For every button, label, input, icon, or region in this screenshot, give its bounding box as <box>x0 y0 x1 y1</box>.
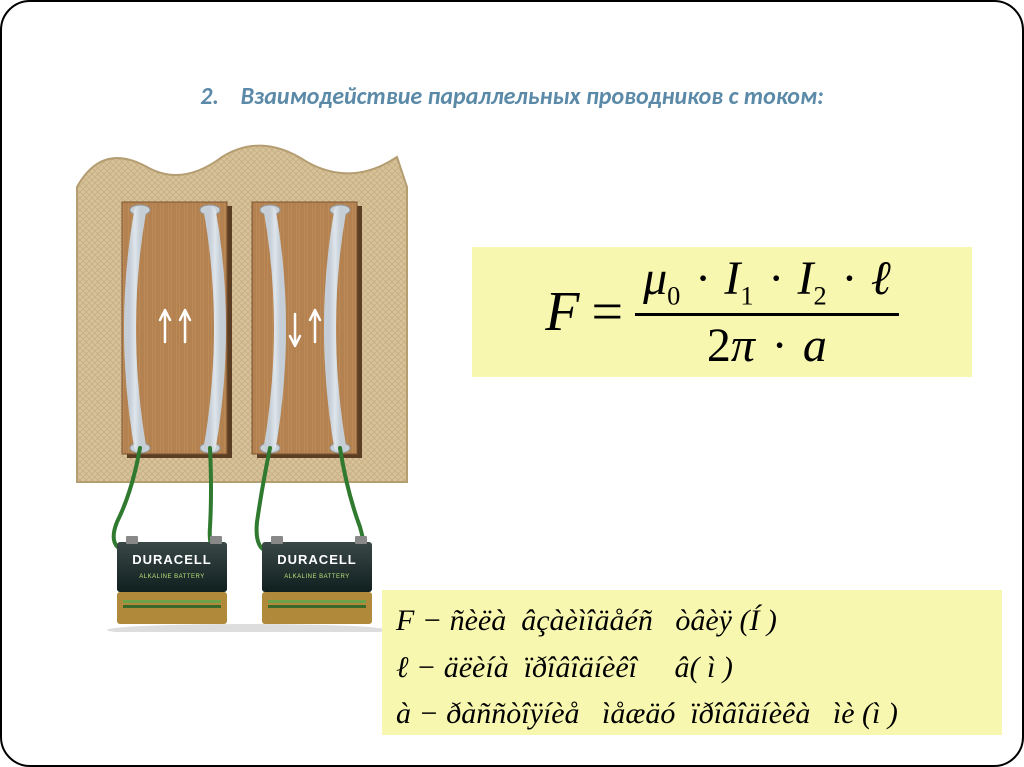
i2-sub: 2 <box>814 280 827 310</box>
title-text: Взаимодействие параллельных проводников … <box>241 82 824 111</box>
legend-box: F − ñèëà âçàèìîäåéñ òâèÿ (Í ) ℓ − äëèíà … <box>382 590 1002 735</box>
battery-right-label: DURACELL <box>277 552 357 567</box>
battery-right: DURACELL ALKALINE BATTERY <box>262 536 372 624</box>
formula-fraction: μ0 · I1 · I2 · ℓ 2π · a <box>635 249 899 376</box>
slide-frame: 2. Взаимодействие параллельных проводник… <box>0 0 1024 767</box>
dot1: · <box>692 252 712 305</box>
a: a <box>803 319 827 372</box>
formula-lhs: F <box>545 280 579 344</box>
dot2: · <box>766 252 786 305</box>
formula-numerator: μ0 · I1 · I2 · ℓ <box>635 249 899 314</box>
dot4: · <box>767 319 791 372</box>
battery-left: DURACELL ALKALINE BATTERY <box>117 536 227 624</box>
formula-eq: = <box>591 280 623 344</box>
ell: ℓ <box>871 252 891 305</box>
legend-line-2: ℓ − äëèíà ïðîâîäíèêî â( ì ) <box>396 645 988 692</box>
title-number: 2. <box>200 82 219 111</box>
i1: I <box>724 252 740 305</box>
experiment-illustration: DURACELL ALKALINE BATTERY DURACELL ALKAL… <box>62 132 422 632</box>
experiment-svg: DURACELL ALKALINE BATTERY DURACELL ALKAL… <box>62 132 422 632</box>
left-board-group <box>122 202 232 458</box>
two: 2 <box>707 319 731 372</box>
battery-left-sublabel: ALKALINE BATTERY <box>139 574 204 580</box>
battery-right-sublabel: ALKALINE BATTERY <box>284 574 349 580</box>
formula-denominator: 2π · a <box>699 316 835 375</box>
right-board-group <box>252 202 362 458</box>
slide-title: 2. Взаимодействие параллельных проводник… <box>2 82 1022 111</box>
formula-equation: F = μ0 · I1 · I2 · ℓ 2π · a <box>545 249 898 376</box>
i1-sub: 1 <box>740 280 753 310</box>
dot3: · <box>839 252 859 305</box>
battery-left-label: DURACELL <box>132 552 212 567</box>
pi: π <box>731 319 755 372</box>
legend-line-1: F − ñèëà âçàèìîäåéñ òâèÿ (Í ) <box>396 598 988 645</box>
formula-box: F = μ0 · I1 · I2 · ℓ 2π · a <box>472 247 972 377</box>
legend-line-3: à − ðàññòîÿíèå ìåæäó ïðîâîäíèêà ìè (ì ) <box>396 691 988 738</box>
mu: μ <box>643 252 667 305</box>
i2: I <box>798 252 814 305</box>
mu-sub: 0 <box>667 280 680 310</box>
